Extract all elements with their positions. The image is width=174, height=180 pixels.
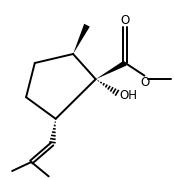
Polygon shape [73,24,90,54]
Text: OH: OH [119,89,137,102]
Text: O: O [121,14,130,27]
Polygon shape [96,60,126,79]
Text: O: O [141,76,150,89]
